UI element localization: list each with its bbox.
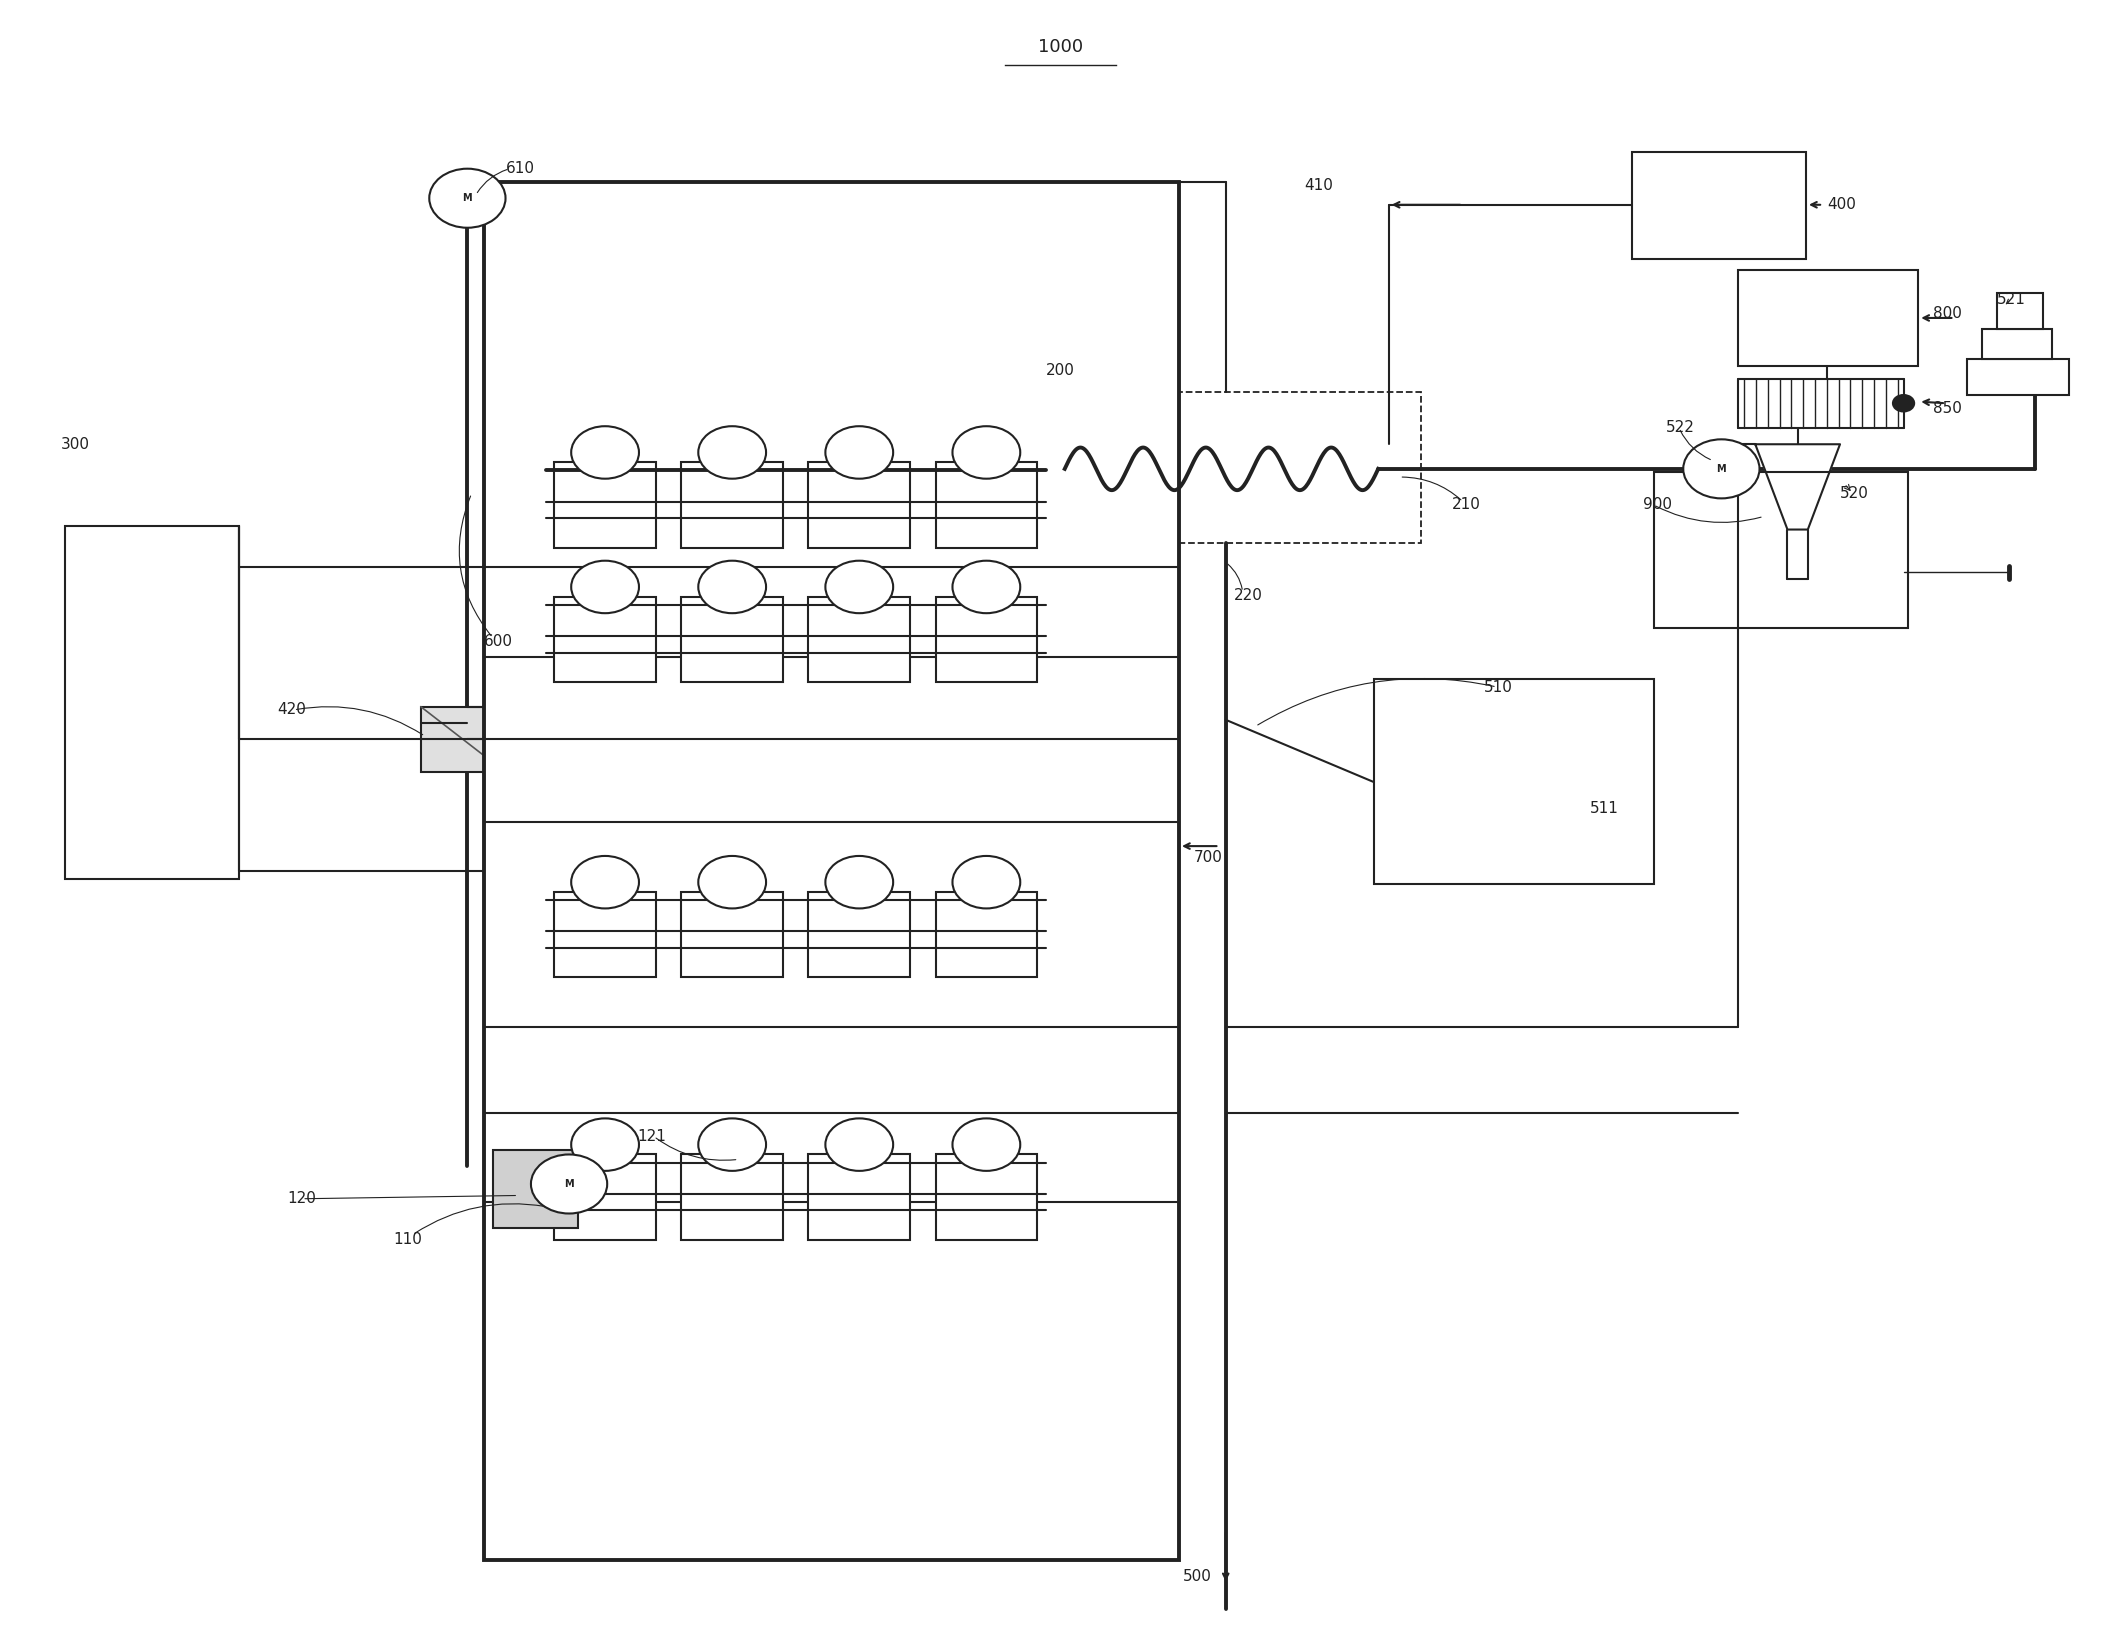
Circle shape bbox=[825, 856, 893, 909]
Bar bbox=[1654, 472, 1907, 628]
Circle shape bbox=[952, 856, 1020, 909]
Text: 522: 522 bbox=[1667, 421, 1695, 435]
Bar bbox=[1981, 330, 2051, 358]
Text: 800: 800 bbox=[1932, 306, 1962, 320]
Circle shape bbox=[952, 560, 1020, 613]
Circle shape bbox=[952, 426, 1020, 478]
Text: 220: 220 bbox=[1234, 588, 1264, 603]
Text: 200: 200 bbox=[1046, 363, 1075, 378]
Circle shape bbox=[825, 1119, 893, 1171]
Text: 600: 600 bbox=[484, 634, 513, 649]
Text: M: M bbox=[462, 194, 473, 204]
Text: 1000: 1000 bbox=[1037, 38, 1084, 56]
Bar bbox=[554, 462, 655, 547]
Text: 121: 121 bbox=[636, 1129, 666, 1144]
Bar bbox=[1633, 153, 1807, 260]
Text: 420: 420 bbox=[276, 703, 305, 718]
Bar bbox=[935, 1155, 1037, 1240]
Bar bbox=[554, 596, 655, 682]
Bar bbox=[1996, 294, 2043, 330]
Bar bbox=[808, 462, 910, 547]
Circle shape bbox=[571, 560, 638, 613]
Text: 510: 510 bbox=[1485, 680, 1512, 695]
Text: 120: 120 bbox=[286, 1191, 316, 1206]
Text: M: M bbox=[1716, 463, 1726, 473]
Text: 520: 520 bbox=[1841, 486, 1869, 501]
Bar bbox=[681, 596, 783, 682]
Bar bbox=[1374, 679, 1654, 884]
Bar bbox=[520, 337, 1145, 723]
Text: 511: 511 bbox=[1591, 800, 1618, 817]
Text: 210: 210 bbox=[1453, 498, 1480, 513]
Text: 700: 700 bbox=[1194, 849, 1224, 866]
Text: 521: 521 bbox=[1996, 292, 2026, 307]
Circle shape bbox=[530, 1155, 607, 1214]
Text: 300: 300 bbox=[62, 437, 89, 452]
Bar bbox=[935, 596, 1037, 682]
Bar bbox=[808, 892, 910, 978]
Text: 850: 850 bbox=[1932, 401, 1962, 416]
Bar bbox=[681, 1155, 783, 1240]
Circle shape bbox=[952, 1119, 1020, 1171]
Circle shape bbox=[698, 560, 766, 613]
Bar bbox=[808, 1155, 910, 1240]
Bar bbox=[492, 1150, 577, 1229]
Text: 410: 410 bbox=[1304, 177, 1332, 192]
Text: 500: 500 bbox=[1184, 1569, 1213, 1584]
Bar bbox=[935, 462, 1037, 547]
Circle shape bbox=[1684, 439, 1760, 498]
Bar bbox=[66, 526, 240, 879]
Circle shape bbox=[698, 1119, 766, 1171]
Bar bbox=[681, 462, 783, 547]
Bar bbox=[935, 892, 1037, 978]
Bar bbox=[554, 892, 655, 978]
Bar bbox=[420, 706, 505, 772]
Circle shape bbox=[571, 426, 638, 478]
Text: 900: 900 bbox=[1644, 498, 1671, 513]
Bar bbox=[484, 182, 1179, 1559]
Circle shape bbox=[428, 169, 505, 228]
Text: 610: 610 bbox=[505, 161, 534, 176]
Bar bbox=[554, 1155, 655, 1240]
Circle shape bbox=[698, 426, 766, 478]
Circle shape bbox=[825, 426, 893, 478]
Bar bbox=[681, 892, 783, 978]
Bar bbox=[1966, 358, 2068, 394]
Bar bbox=[1739, 271, 1917, 365]
Circle shape bbox=[1892, 394, 1913, 411]
Bar bbox=[1035, 391, 1421, 542]
Text: M: M bbox=[564, 1180, 575, 1190]
Circle shape bbox=[698, 856, 766, 909]
Text: 110: 110 bbox=[392, 1232, 422, 1247]
Circle shape bbox=[825, 560, 893, 613]
Circle shape bbox=[571, 1119, 638, 1171]
Polygon shape bbox=[1756, 444, 1841, 529]
Circle shape bbox=[571, 856, 638, 909]
Text: 400: 400 bbox=[1828, 197, 1856, 212]
Bar bbox=[808, 596, 910, 682]
